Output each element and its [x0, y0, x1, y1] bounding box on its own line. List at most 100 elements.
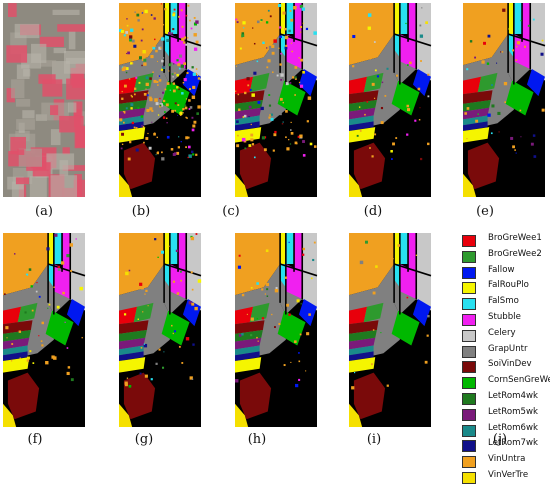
- region-Stubble: [53, 264, 71, 299]
- satellite-field: [6, 88, 15, 103]
- noise-speck: [189, 106, 193, 109]
- satellite-field: [64, 50, 85, 74]
- noise-speck: [481, 22, 484, 25]
- legend-label: FalSmo: [488, 296, 519, 307]
- noise-speck: [289, 81, 292, 84]
- noise-speck: [193, 120, 197, 124]
- noise-speck: [145, 76, 149, 80]
- region-CornSenGreWee: [45, 310, 74, 346]
- noise-speck: [260, 106, 264, 111]
- noise-speck: [144, 9, 148, 14]
- noise-speck: [246, 77, 250, 81]
- noise-speck: [236, 15, 239, 18]
- region-LetRom7wk: [463, 121, 488, 132]
- noise-speck: [177, 104, 180, 106]
- region-FalSmo: [164, 264, 170, 288]
- noise-speck: [53, 356, 57, 360]
- legend-swatch: [462, 456, 476, 469]
- region-BroGreWee1: [235, 306, 254, 325]
- noise-speck: [474, 56, 477, 59]
- panel-label-i: (i): [366, 432, 382, 447]
- noise-speck: [282, 121, 284, 123]
- noise-speck: [309, 142, 313, 146]
- noise-speck: [491, 104, 495, 108]
- region-LetRom7wk: [349, 351, 374, 362]
- satellite-field: [11, 79, 25, 99]
- satellite-field: [39, 36, 64, 47]
- noise-speck: [530, 142, 534, 146]
- noise-speck: [176, 73, 179, 77]
- region-Stubble: [285, 34, 303, 69]
- noise-speck: [133, 44, 137, 48]
- noise-speck: [187, 136, 190, 139]
- legend-item: Fallow: [462, 264, 548, 280]
- noise-speck: [251, 143, 255, 146]
- noise-speck: [285, 44, 288, 47]
- noise-speck: [260, 267, 264, 272]
- noise-speck: [288, 313, 291, 316]
- noise-speck: [144, 22, 146, 25]
- noise-speck: [123, 34, 126, 37]
- noise-speck: [265, 21, 269, 24]
- noise-speck: [191, 128, 195, 132]
- noise-speck: [241, 293, 245, 297]
- noise-speck: [414, 119, 417, 122]
- noise-speck: [419, 34, 424, 38]
- noise-speck: [24, 311, 27, 314]
- noise-speck: [290, 18, 294, 22]
- region-SoiVinDev: [353, 372, 386, 420]
- panel-label-g: (g): [134, 432, 154, 447]
- noise-speck: [294, 94, 296, 96]
- noise-speck: [122, 66, 127, 70]
- noise-speck: [491, 84, 494, 87]
- noise-speck: [130, 62, 133, 65]
- region-FalRouPlo: [280, 3, 286, 35]
- noise-speck: [151, 109, 154, 112]
- noise-speck: [175, 249, 179, 253]
- noise-speck: [126, 52, 128, 55]
- noise-speck: [237, 265, 242, 269]
- noise-speck: [188, 154, 192, 158]
- noise-speck: [272, 16, 276, 20]
- noise-speck: [146, 27, 150, 31]
- noise-speck: [236, 21, 239, 24]
- noise-speck: [248, 144, 252, 147]
- noise-speck: [500, 51, 502, 53]
- legend-item: LetRom5wk: [462, 406, 548, 422]
- noise-speck: [60, 261, 65, 265]
- region-LetRom6wk: [235, 115, 260, 126]
- noise-speck: [519, 109, 522, 112]
- noise-speck: [268, 94, 271, 96]
- legend-item: SoiVinDev: [462, 358, 548, 374]
- noise-speck: [149, 98, 153, 102]
- region-LetRom7wk: [235, 351, 260, 362]
- region-LetRom6wk: [235, 345, 260, 356]
- noise-speck: [180, 111, 182, 113]
- noise-speck: [270, 113, 274, 116]
- satellite-field: [50, 175, 78, 197]
- region-FalRouPlo: [349, 357, 376, 373]
- noise-speck: [241, 333, 244, 336]
- noise-speck: [132, 55, 135, 58]
- noise-speck: [165, 103, 169, 107]
- noise-speck: [286, 303, 290, 307]
- noise-speck: [130, 103, 134, 107]
- region-LetRom5wk: [119, 107, 146, 120]
- noise-speck: [280, 52, 282, 55]
- noise-speck: [246, 313, 248, 315]
- noise-speck: [135, 4, 139, 8]
- noise-speck: [134, 11, 136, 13]
- noise-speck: [142, 126, 145, 128]
- noise-speck: [26, 356, 30, 360]
- region-FalSmo: [169, 3, 179, 35]
- noise-speck: [193, 47, 198, 51]
- region-LetRom5wk: [119, 337, 146, 350]
- noise-speck: [146, 94, 149, 97]
- legend-swatch: [462, 408, 476, 421]
- region-SoiVinDev: [239, 142, 272, 190]
- region-BroGreWee2: [363, 72, 384, 93]
- region-SoiVinDev: [123, 142, 156, 190]
- noise-speck: [496, 62, 498, 64]
- noise-speck: [191, 378, 194, 380]
- noise-speck: [41, 344, 44, 347]
